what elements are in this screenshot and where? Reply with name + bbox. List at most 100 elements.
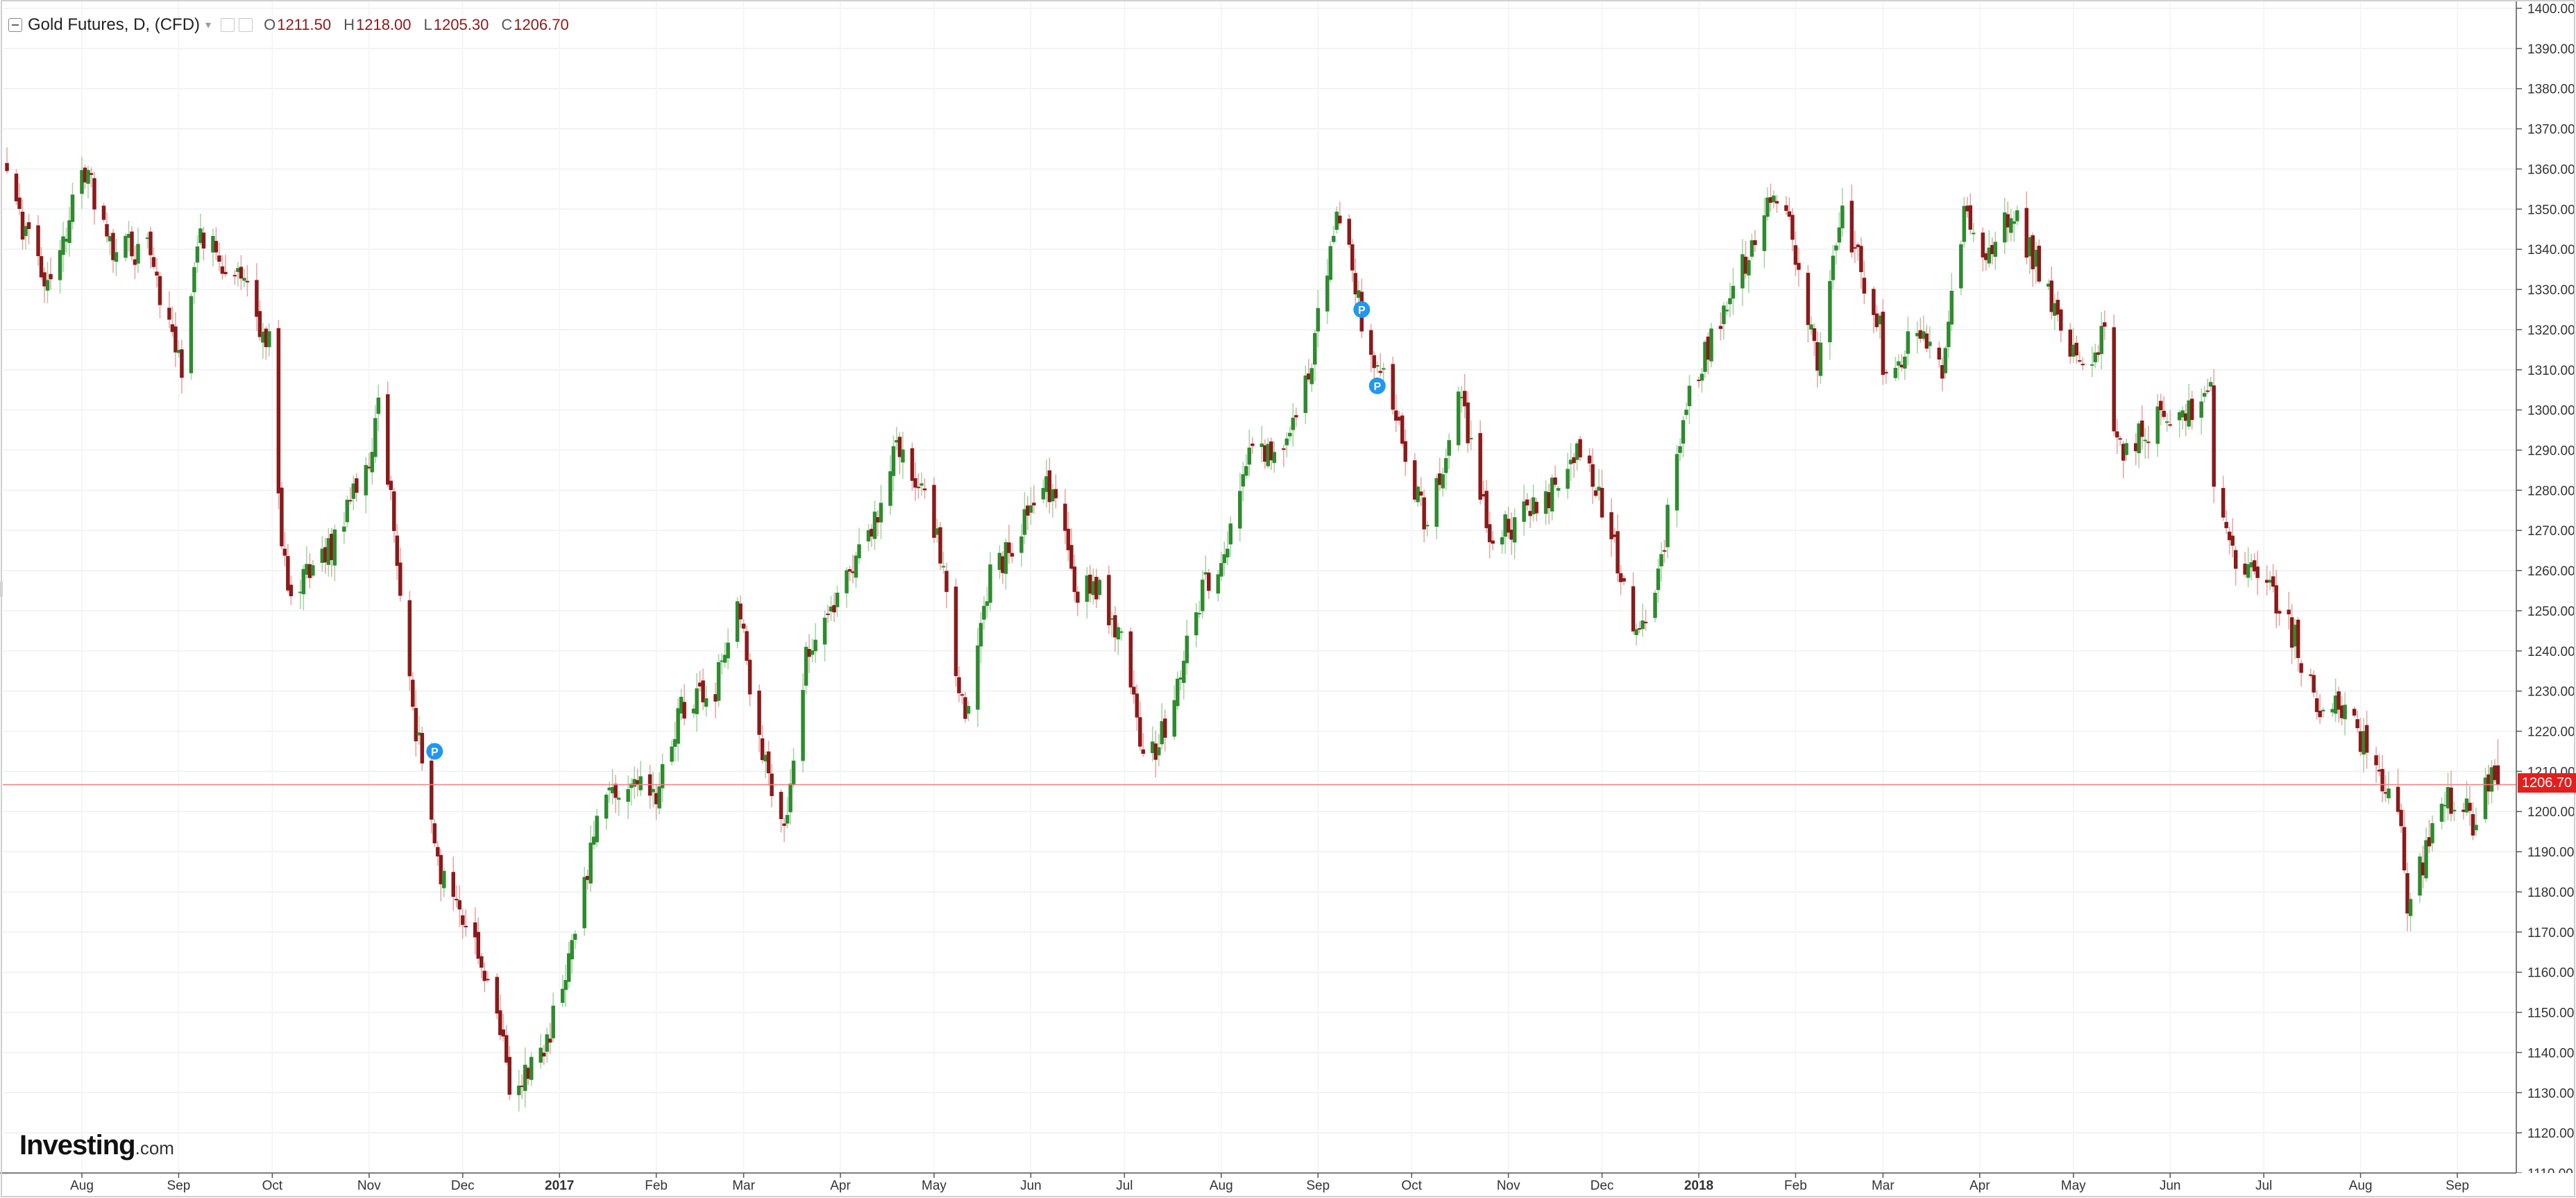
pattern-markers[interactable]: P P P [426,301,1386,760]
settings-icon[interactable] [221,18,235,32]
candle-body [1874,313,1879,328]
candle-body [788,784,793,813]
close-icon[interactable] [239,18,253,32]
candle-body [2221,488,2226,518]
candle-body [282,548,287,556]
candle-body [1269,441,1273,461]
time-tick-label: Nov [357,1179,381,1193]
candle-body [2068,329,2072,357]
candle-body [1069,545,1074,569]
candle-body [829,606,833,611]
candle-body [2255,566,2260,578]
pattern-marker-icon[interactable] [1368,377,1386,394]
candle-body [595,816,599,843]
candle-body [1700,373,1704,381]
candle-body [1163,718,1167,738]
candle-body [2168,424,2172,426]
price-tick-label: 1140.00 [2527,1046,2574,1061]
candle-body [1194,612,1198,636]
caret-down-icon[interactable]: ▾ [205,19,212,31]
candle-body [1266,444,1271,466]
candle-body [58,250,62,280]
candle-body [897,437,902,457]
candle-body [1263,445,1267,462]
candle-body [345,500,350,523]
candle-body [516,1086,521,1095]
candle-body [2090,364,2094,366]
candle-body [1312,332,1317,365]
candle-body [1216,574,1221,594]
candle-body [1381,368,1386,370]
pattern-marker-icon[interactable] [426,743,443,760]
pattern-marker-icon[interactable] [1353,301,1371,318]
candle-body [1051,489,1055,502]
candle-body [1543,491,1548,514]
panel-resize-handle[interactable] [0,582,3,597]
candle-body [2408,899,2413,916]
candle-body [1740,254,1745,289]
candle-body [2249,562,2253,568]
candle-body [1641,620,1645,630]
candle-body [1993,242,1998,257]
candle-body [311,565,315,576]
candle-body [1219,563,1223,577]
candle-body [1116,627,1121,640]
candle-body [660,763,665,788]
candle-body [2486,774,2491,792]
candle-body [810,650,815,655]
candle-body [1422,497,1426,530]
candle-body [832,605,836,613]
candle-body [2355,719,2359,729]
candle-body [49,273,53,280]
candle-body [192,267,196,293]
candle-body [941,566,946,568]
candle-body [1928,341,1932,346]
candle-body [539,1047,543,1063]
investing-logo[interactable]: Investing.com [19,1130,174,1161]
candle-body [2358,731,2363,752]
candle-body [2333,695,2338,714]
candle-body [2374,755,2378,766]
candle-body [1675,454,1679,511]
candle-body [966,706,971,714]
plot-area[interactable] [3,0,2516,1173]
candle-body [626,788,630,802]
price-axis[interactable] [2516,0,2576,1173]
candle-body [1768,197,1773,203]
candle-body [2493,765,2497,780]
candle-body [1591,464,1595,487]
candle-body [1337,215,1342,223]
collapse-icon[interactable] [8,18,22,32]
time-axis[interactable] [0,1173,2576,1198]
candle-body [124,235,128,258]
candle-body [14,174,19,202]
time-tick-label: Dec [1591,1179,1614,1193]
candle-body [2034,249,2038,267]
candle-body [566,953,571,982]
symbol-title[interactable]: Gold Futures, D, (CFD) [28,15,201,34]
candle-body [813,639,817,652]
candle-body [2430,822,2434,843]
candle-body [1862,278,1867,294]
candle-body [255,280,259,317]
time-tick-label: Oct [262,1179,283,1193]
candle-body [1616,531,1620,574]
time-tick-label: May [2061,1179,2086,1193]
candle-body [2439,803,2444,822]
candle-body [2339,705,2344,718]
candle-body [36,225,40,257]
price-tick-label: 1350.00 [2527,203,2575,217]
candle-body [2183,413,2188,421]
candle-body [613,784,618,798]
candle-body [151,257,156,267]
candle-body [1076,591,1080,603]
candle-body [442,870,446,888]
candle-body [2202,393,2207,397]
candle-body [857,544,861,559]
candle-body [747,659,752,695]
candle-body [763,754,768,761]
candle-body [1949,290,1954,325]
candle-body [713,694,718,702]
candle-body [2252,560,2257,572]
